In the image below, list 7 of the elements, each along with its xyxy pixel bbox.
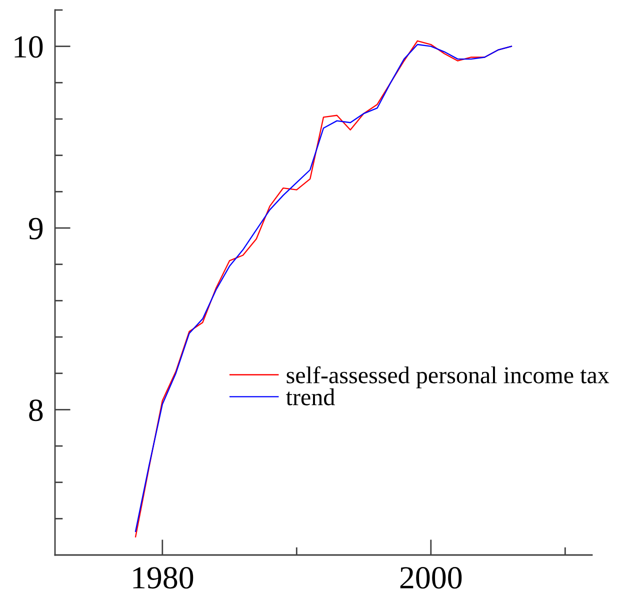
y-tick-label: 8 xyxy=(29,400,43,422)
x-tick-label: 2000 xyxy=(400,567,462,589)
x-tick-label: 1980 xyxy=(133,567,194,589)
y-tick-label: 9 xyxy=(28,218,43,240)
legend-label: trend xyxy=(286,388,335,406)
legend-label: self-assessed personal income tax xyxy=(286,366,610,388)
y-tick-label: 10 xyxy=(14,36,43,58)
